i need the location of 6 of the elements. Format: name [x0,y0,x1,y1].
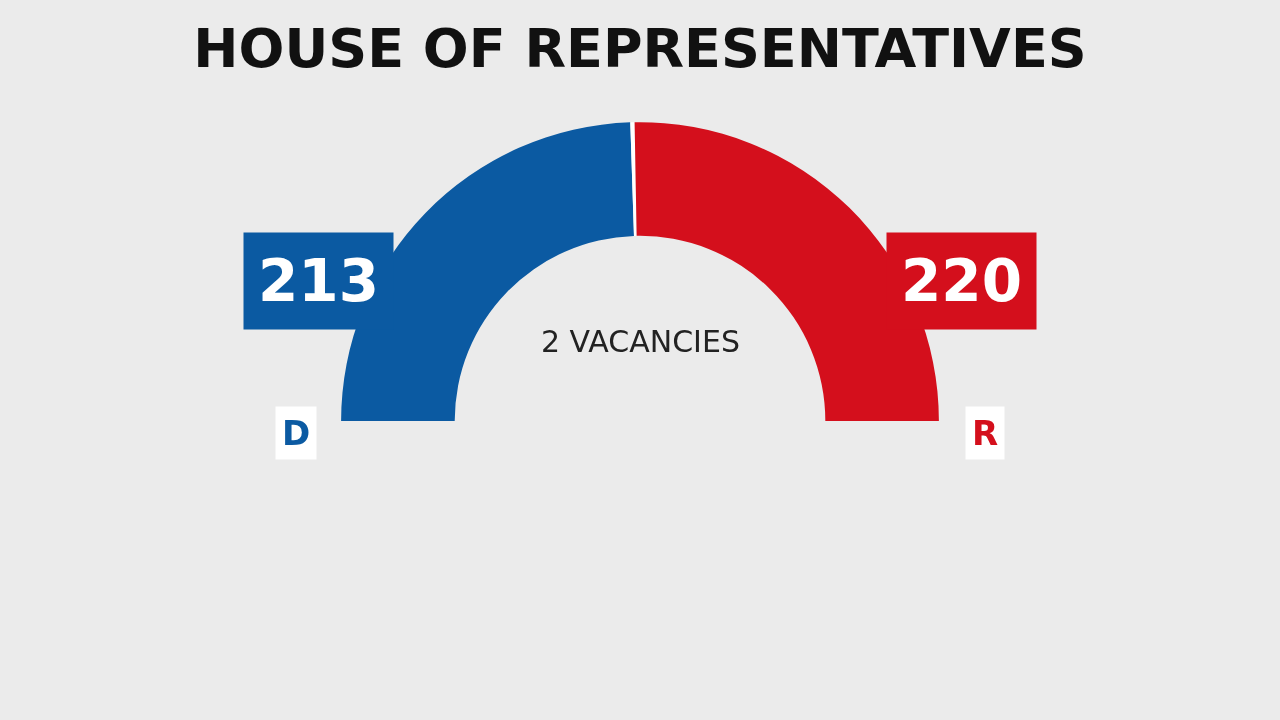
data-label: 220 [901,247,1023,315]
chart-title: HOUSE OF REPRESENTATIVES [193,16,1087,80]
slice-label: R [972,413,999,453]
data-label: 213 [258,247,380,315]
text: 2 VACANCIES [541,324,740,359]
slice-label: D [282,413,311,453]
